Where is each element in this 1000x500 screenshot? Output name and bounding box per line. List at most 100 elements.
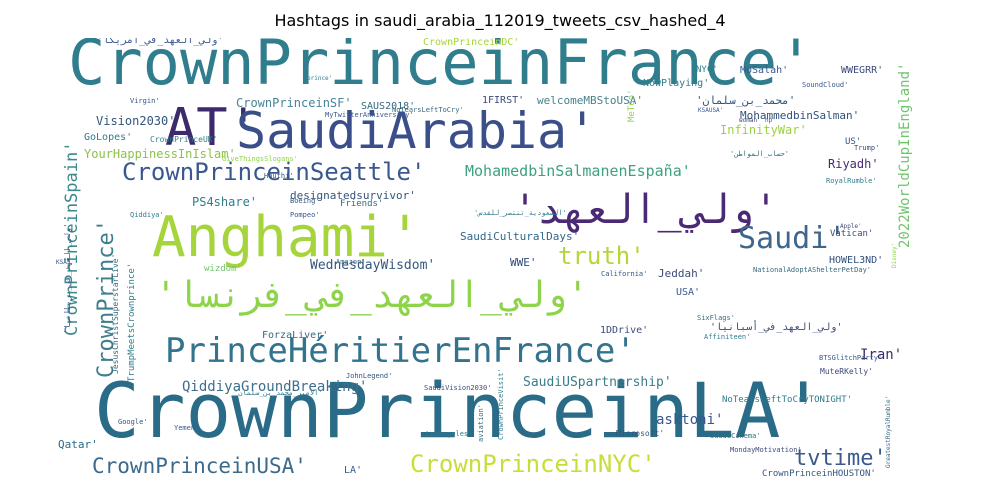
cloud-word: Iran' (860, 347, 903, 363)
cloud-word: GoLopes' (84, 132, 133, 143)
cloud-word: CrownPrinceinDC' (423, 38, 520, 48)
cloud-word: 'محمد_بن_سلمان' (696, 94, 796, 107)
cloud-word: Virgin' (130, 97, 160, 105)
cloud-word: NoTearsLeftToCryTONIGHT' (722, 395, 853, 405)
cloud-word: RoyalRumble' (826, 177, 877, 185)
cloud-word: Vision2030' (96, 114, 176, 128)
cloud-word: 'ولي_العهد_في_أسبانيا' (710, 322, 843, 333)
cloud-word: JesusChristSuperstarLive' (111, 253, 120, 374)
cloud-word: LA' (344, 465, 363, 476)
cloud-word: MoSalah' (740, 65, 789, 76)
cloud-word: US' (845, 137, 862, 147)
cloud-word: QiddiyaGroundBreaking' (182, 379, 368, 395)
cloud-word: PrinceHéritierEnFrance' (165, 331, 636, 371)
cloud-word: 2022WorldCupInEngland' (897, 62, 913, 248)
cloud-word: HOWEL3ND' (829, 255, 884, 266)
cloud-word: welcomeMBStoUSA' (537, 94, 643, 107)
cloud-word: NowPlaying' (643, 78, 710, 89)
page-title: Hashtags in saudi_arabia_112019_tweets_c… (274, 11, 726, 30)
cloud-word: California' (601, 270, 648, 278)
cloud-word: SaudiArabia' (236, 102, 598, 160)
cloud-word: USA' (676, 287, 701, 298)
cloud-word: SixFlags' (697, 314, 735, 322)
cloud-word: Riyadh' (828, 157, 879, 171)
cloud-word: Saudi' (738, 221, 847, 256)
cloud-word: Anghami' (152, 205, 422, 270)
cloud-word: ForzaLiver' (262, 330, 329, 341)
cloud-word: PS4share' (192, 195, 258, 209)
cloud-word: SAUS2018' (361, 101, 416, 112)
cloud-word: AT' (165, 98, 259, 158)
cloud-word: Pompeo' (290, 211, 320, 219)
cloud-word: KSAUSA' (698, 107, 724, 114)
cloud-word: 1FIRST' (482, 95, 525, 106)
cloud-word: NYC' (696, 65, 718, 75)
cloud-word: Friends' (340, 199, 384, 209)
cloud-word: CrownPrinceinSeattle' (122, 158, 426, 186)
word-cloud: CrownPrinceinFrance' CrownPrinceinLA' AT… (50, 38, 950, 488)
cloud-word: Apple' (840, 223, 862, 230)
cloud-word: wizdom' (204, 264, 242, 274)
cloud-word: Vatican' (830, 229, 874, 239)
cloud-word: SaudiCulturalDays' (460, 230, 580, 243)
cloud-word: Qatar' (58, 438, 98, 451)
cloud-word: NoTearsLeftToCry' (392, 106, 464, 114)
cloud-word: MeToo' (627, 89, 637, 122)
cloud-word: GiveThingsSlogans' (222, 155, 298, 163)
cloud-word: Microsoft' (616, 429, 665, 438)
cloud-word: Affiniteen' (704, 333, 751, 341)
cloud-word: Yemen' (174, 424, 200, 432)
cloud-word: CrownPrinceinNYC' (410, 450, 656, 478)
cloud-word: LosAngeles' (426, 430, 473, 438)
cloud-word: prince' (307, 75, 333, 82)
cloud-word: BTSGlitchParty' (819, 354, 883, 362)
cloud-word: 'حساب_المواطن' (730, 150, 790, 158)
cloud-word: Disney' (891, 242, 898, 268)
cloud-word: GreatestRoyalRumble' (885, 395, 892, 468)
cloud-word: MondayMotivation' (730, 446, 802, 454)
cloud-word: MyTwitterAnniversary' (325, 111, 414, 119)
cloud-word: WednesdayWisdom' (310, 258, 436, 273)
cloud-word: tvtime' (794, 446, 887, 471)
cloud-word: np' (765, 117, 776, 124)
cloud-word: 'الأمير_محمد_بن_سلمان' (234, 389, 323, 397)
cloud-word: MohammedbinSalman' (740, 109, 860, 122)
cloud-word: CrownPrinceinHOUSTON' (762, 469, 876, 479)
cloud-word: Qiddiya' (130, 211, 164, 219)
cloud-word: SaudiVision2030' (424, 384, 492, 392)
cloud-word: aviation' (477, 404, 485, 442)
cloud-word: Google' (118, 418, 148, 426)
cloud-word: WWEGRR' (841, 65, 884, 76)
cloud-word: CrownPrinceUK' (150, 135, 218, 144)
cloud-word: 'ولي_العهد_في_امريكا' (97, 38, 224, 46)
cloud-word: CrownPrinceinSF' (236, 96, 352, 110)
cloud-word: TrumpMeetsCrownprince' (127, 262, 137, 382)
cloud-word: CrownPrinceinLA' (94, 366, 827, 455)
cloud-word: 'السعودية_تنتصر_للقدس' (474, 209, 567, 217)
cloud-word: SaudiUSpartnership' (523, 375, 672, 390)
cloud-word: 'ولي_العهد' (513, 187, 778, 233)
cloud-word: 'ولي_العهد_في_فرنسا' (155, 275, 589, 316)
cloud-word: asktoni' (656, 412, 724, 428)
cloud-word: Amazon' (336, 258, 366, 266)
cloud-word: 1DDrive' (600, 325, 649, 336)
cloud-word: designatedsurvivor' (290, 189, 416, 202)
cloud-word: InfinityWar' (720, 123, 807, 137)
cloud-word: Boeing' (290, 197, 320, 205)
cloud-word: Trump' (854, 144, 880, 152)
cloud-word: Houthi' (264, 172, 294, 180)
cloud-word: MohamedbinSalmanenEspaña' (465, 162, 691, 180)
cloud-word: SaudiCinema' (710, 432, 761, 440)
cloud-word: WWE' (510, 256, 537, 269)
cloud-word: CrownPrinceVisit' (497, 368, 505, 440)
cloud-word: SoundCloud' (802, 81, 849, 89)
cloud-word: CrownPrinceinUSA' (92, 454, 307, 478)
cloud-word: CrownPrinceinFrance' (68, 38, 815, 99)
cloud-word: truth' (558, 242, 645, 270)
cloud-word: KSA' (56, 259, 71, 266)
cloud-word: Jeddah' (658, 267, 705, 280)
cloud-word: 'ولي_العهد_في_بريطانيا' (63, 223, 72, 334)
cloud-word: JohnLegend' (346, 372, 393, 380)
cloud-word: woman' (739, 117, 761, 124)
